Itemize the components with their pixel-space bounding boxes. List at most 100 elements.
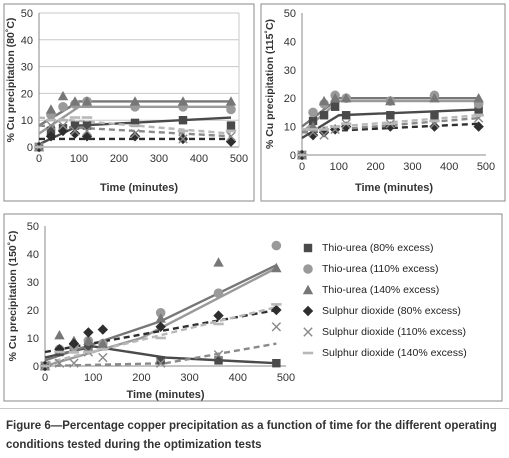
y-tick-label: 40 (21, 35, 33, 47)
data-point-so2_80 (45, 131, 57, 142)
legend-item-thio110: Thio-urea (110% excess) (300, 259, 505, 280)
x-tick-label: 300 (403, 161, 421, 173)
data-point-thio80 (386, 111, 395, 120)
data-point-thio110 (58, 102, 68, 112)
legend-marker-shape (303, 327, 313, 337)
y-tick-label: 0 (33, 361, 39, 373)
data-point-so2_110 (226, 131, 236, 141)
legend-label: Thio-urea (80% excess) (322, 242, 434, 254)
data-point-thio140 (97, 338, 109, 348)
data-point-thio80 (330, 102, 340, 111)
legend-item-thio80: Thio-urea (80% excess) (300, 238, 505, 259)
data-point-thio140 (155, 313, 166, 323)
data-point-so2_140 (225, 129, 237, 133)
data-point-so2_110 (58, 120, 68, 131)
legend-marker-shape (303, 264, 313, 274)
y-tick-label: 10 (27, 333, 39, 345)
data-point-thio80 (130, 118, 140, 128)
data-point-thio140 (329, 93, 341, 103)
y-tick-label: 50 (21, 8, 33, 20)
data-point-thio80 (308, 116, 318, 126)
x-tick-label: 0 (299, 161, 305, 173)
y-tick-label: 20 (21, 88, 33, 100)
data-point-thio110 (226, 104, 236, 115)
data-point-so2_110 (319, 130, 329, 140)
data-point-so2_80 (473, 121, 484, 132)
x-tick-label: 500 (277, 372, 295, 384)
chart-panel-150c: 0 10 20 30 40 50 0 100 200 300 400 500 Time (minutes… (3, 213, 503, 408)
data-point-thio80 (272, 359, 281, 368)
legend-marker-so2_80 (302, 305, 314, 317)
x-tick-label: 100 (70, 153, 88, 165)
y-tick-label: 20 (284, 93, 296, 105)
x-tick-label: 300 (180, 372, 198, 384)
data-point-so2_140 (271, 303, 282, 306)
data-point-so2_140 (340, 122, 352, 126)
caption-divider (0, 408, 509, 409)
data-point-so2_110 (130, 128, 140, 139)
x-axis-label: Time (minutes) (100, 182, 178, 194)
data-point-so2_140 (68, 350, 80, 354)
x-tick-label: 100 (330, 161, 348, 173)
data-point-so2_110 (46, 120, 56, 131)
y-tick-label: 30 (21, 62, 33, 74)
x-tick-label: 200 (110, 153, 128, 165)
data-point-so2_80 (68, 338, 80, 349)
y-tick-label: 40 (284, 36, 296, 48)
data-point-so2_140 (97, 347, 109, 351)
legend-item-so2_110: Sulphur dioxide (110% excess) (300, 322, 505, 343)
y-axis-label: % Cu precipitation (150˚C) (7, 231, 19, 362)
data-point-thio80 (70, 121, 80, 130)
data-point-so2_80 (429, 121, 440, 132)
y-axis-label: % Cu precipitation (115˚C) (264, 19, 276, 149)
legend-label: Sulphur dioxide (110% excess) (322, 326, 466, 338)
legend-marker-shape (302, 351, 314, 355)
x-tick-label: 0 (36, 153, 42, 165)
data-point-so2_140 (83, 350, 94, 354)
trendline-so2_110 (44, 342, 277, 368)
data-point-so2_80 (385, 121, 396, 132)
data-point-thio80 (226, 121, 236, 130)
data-point-so2_140 (39, 364, 51, 368)
data-point-thio140 (54, 330, 65, 340)
data-point-thio110 (155, 308, 166, 318)
data-point-so2_140 (54, 350, 65, 354)
x-tick-label: 400 (229, 372, 247, 384)
data-point-thio140 (340, 93, 352, 103)
legend-marker-so2_110 (303, 327, 313, 337)
y-tick-label: 10 (284, 122, 296, 134)
legend-marker-shape (303, 243, 313, 253)
data-point-thio140 (429, 93, 440, 103)
y-tick-label: 0 (290, 150, 296, 162)
data-point-so2_80 (155, 321, 166, 332)
data-point-so2_110 (82, 126, 92, 136)
x-tick-label: 200 (366, 161, 384, 173)
y-tick-label: 30 (284, 65, 296, 77)
x-tick-label: 200 (132, 372, 150, 384)
data-point-so2_110 (70, 126, 80, 136)
data-point-so2_140 (473, 113, 484, 117)
y-tick-label: 0 (27, 142, 33, 154)
data-point-thio80 (474, 105, 483, 114)
data-point-thio140 (385, 95, 396, 106)
data-point-thio80 (430, 111, 439, 120)
data-point-so2_110 (271, 322, 282, 332)
data-point-thio140 (45, 104, 57, 114)
trendline-so2_140 (38, 116, 232, 135)
legend-label: Sulphur dioxide (140% excess) (322, 347, 467, 359)
data-point-so2_140 (307, 128, 319, 131)
chart-panel-115c: 0 10 20 30 40 50 0 100 200 300 400 500 Time (minutes… (260, 3, 506, 208)
y-tick-label: 50 (284, 8, 296, 20)
data-point-so2_140 (177, 129, 189, 133)
data-point-thio140 (225, 96, 237, 106)
data-point-so2_110 (54, 358, 65, 368)
data-point-thio80 (82, 121, 92, 130)
legend-label: Thio-urea (110% excess) (322, 263, 439, 275)
data-point-so2_80 (69, 128, 81, 139)
legend-label: Thio-urea (140% excess) (322, 284, 440, 296)
data-point-so2_140 (129, 124, 141, 127)
chart-legend: Thio-urea (80% excess) Thio-urea (110% ex… (300, 238, 505, 364)
x-axis-label: Time (minutes) (126, 389, 204, 401)
data-point-thio140 (177, 96, 189, 106)
